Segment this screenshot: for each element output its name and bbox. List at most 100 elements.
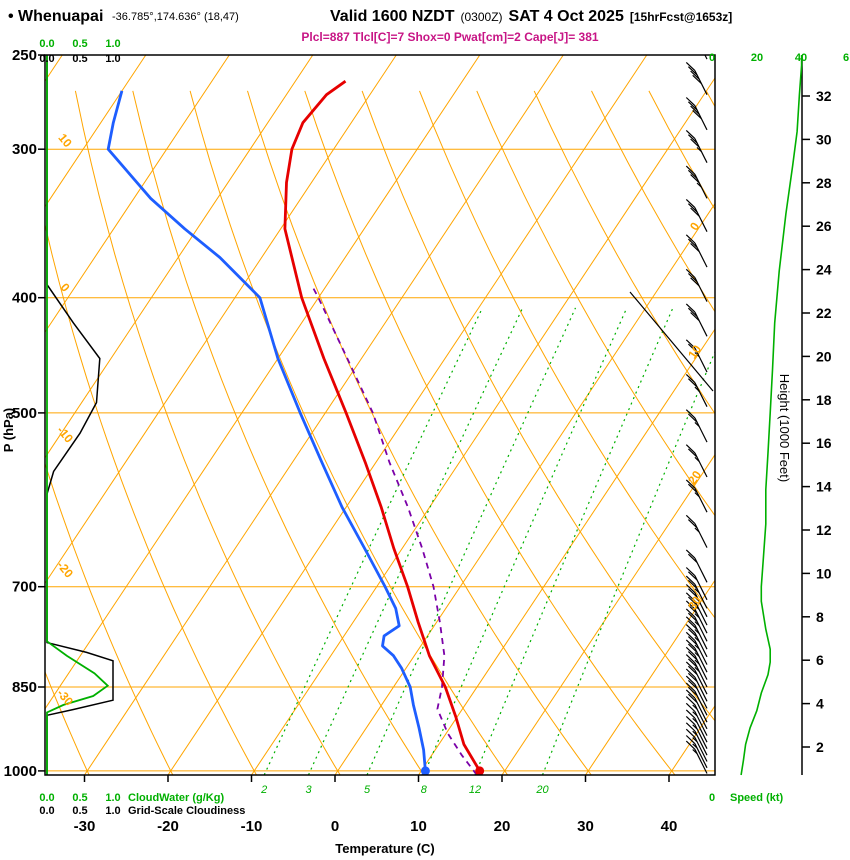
cloudwater-scale-tick: 0.0	[39, 38, 54, 50]
mixing-ratio-line	[263, 307, 483, 775]
cloudiness-scale-tick: 0.5	[72, 805, 87, 817]
grid-scale-cloudiness-curve	[46, 55, 114, 775]
wind-barb-half-feather	[694, 621, 700, 627]
wind-barb	[685, 514, 708, 548]
wind-barb-feather	[685, 567, 696, 577]
wind-speed-curve	[740, 55, 803, 776]
dry-adiabat-line	[74, 90, 341, 775]
mixing-ratio-label: 3	[305, 784, 312, 796]
wind-barb-feather	[685, 639, 696, 649]
wind-barb-feather	[685, 661, 696, 671]
speed-scale-tick: 40	[795, 52, 807, 64]
pressure-tick-label: 300	[12, 141, 37, 158]
height-tick-label: 2	[816, 739, 824, 755]
height-tick-label: 14	[816, 479, 832, 495]
wind-barb	[685, 639, 708, 673]
wind-barb-half-feather	[694, 613, 700, 619]
wind-barb-feather	[687, 679, 698, 690]
parcel-ascent-curve	[312, 286, 478, 775]
wind-barb-half-feather	[692, 711, 698, 717]
wind-barb-half-feather	[696, 182, 702, 188]
wind-barb-feather	[685, 616, 696, 626]
wind-barb-half-feather	[692, 724, 698, 730]
wind-barb-feather	[685, 702, 696, 712]
height-tick-label: 22	[816, 305, 832, 321]
wind-barb-half-feather	[692, 730, 698, 736]
mixing-ratio-label: 8	[421, 784, 428, 796]
height-tick-label: 12	[816, 522, 832, 538]
wind-barb-half-feather	[694, 596, 700, 602]
wind-barb-feather	[687, 636, 698, 646]
wind-barb-feather	[685, 715, 696, 726]
isotherm-line	[45, 55, 314, 459]
wind-barb-feather	[687, 169, 698, 179]
dry-adiabat-line	[361, 90, 715, 722]
wind-barb-half-feather	[692, 737, 698, 743]
height-axis-title: Height (1000 Feet)	[777, 374, 792, 482]
pressure-tick-label: 400	[12, 290, 37, 307]
dry-adiabat-line	[764, 91, 850, 775]
wind-barb-feather	[685, 373, 696, 384]
wind-barb-feather	[685, 575, 696, 585]
isotherm-label: 10	[685, 342, 704, 361]
wind-barb-feather	[685, 234, 696, 244]
wind-barb-feather	[687, 448, 698, 458]
temperature-tick-label: 40	[661, 818, 678, 835]
wind-barb-feather	[685, 735, 696, 745]
temperature-tick-label: -30	[74, 818, 96, 835]
wind-barb-half-feather	[694, 629, 700, 635]
wind-barb	[685, 61, 708, 95]
wind-barb-feather	[687, 665, 698, 675]
wind-barb-feather	[687, 307, 698, 317]
height-tick-label: 32	[816, 88, 832, 104]
wind-barb-half-feather	[694, 386, 700, 392]
speed-scale-tick: 0	[709, 792, 715, 804]
speed-scale-tick: 20	[751, 52, 763, 64]
wind-barb	[685, 567, 708, 601]
valid-z-time: (0300Z)	[461, 10, 503, 24]
wind-barb-feather	[687, 553, 698, 563]
text-labels: • Whenuapai -36.785°,174.636° (18,47) Va…	[1, 8, 849, 856]
isotherm-line	[418, 328, 715, 775]
stability-indices: Plcl=887 Tlcl[C]=7 Shox=0 Pwat[cm]=2 Cap…	[301, 30, 598, 44]
wind-barb-half-feather	[694, 652, 700, 658]
wind-barb	[685, 709, 708, 743]
cloudwater-scale-tick: 1.0	[105, 792, 120, 804]
dry-adiabat-line	[419, 90, 715, 619]
dry-adiabat-line	[247, 90, 592, 775]
pressure-tick-label: 700	[12, 579, 37, 596]
wind-barb-feather	[687, 643, 698, 653]
wind-barb	[685, 696, 708, 730]
wind-barb-feather	[685, 624, 696, 634]
dry-adiabat-line	[132, 90, 425, 775]
height-tick-label: 4	[816, 696, 824, 712]
wind-barb-half-feather	[694, 421, 700, 427]
cloudiness-scale-tick: 1.0	[105, 805, 120, 817]
wind-barb-feather	[685, 129, 696, 140]
isotherm-line	[45, 55, 397, 585]
wind-barb	[685, 234, 708, 268]
wind-barb-half-feather	[696, 146, 702, 152]
temperature-tick-label: 20	[494, 818, 511, 835]
cloudiness-scale-tick: 0.0	[39, 53, 54, 65]
wind-barb-half-feather	[694, 352, 700, 358]
wind-barb-half-feather	[694, 456, 700, 462]
wind-barb-feather	[685, 608, 696, 618]
wind-barb-feather	[691, 35, 700, 43]
cloudiness-scale-tick: 1.0	[105, 53, 120, 65]
wind-barb-feather	[687, 378, 698, 388]
wind-barb-feather	[690, 242, 700, 253]
wind-barb-feather	[687, 588, 698, 598]
wind-barb-feather	[687, 571, 698, 581]
wind-barb-feather	[687, 273, 698, 283]
wind-barb-feather	[685, 479, 696, 489]
temperature-tick-label: 0	[331, 818, 339, 835]
wind-barb-feather	[685, 675, 696, 685]
wind-barb-half-feather	[694, 604, 700, 610]
wind-barb-feather	[687, 658, 698, 668]
wind-barb-half-feather	[694, 636, 700, 642]
wind-barb-feather	[685, 631, 696, 641]
pressure-tick-label: 250	[12, 47, 37, 64]
